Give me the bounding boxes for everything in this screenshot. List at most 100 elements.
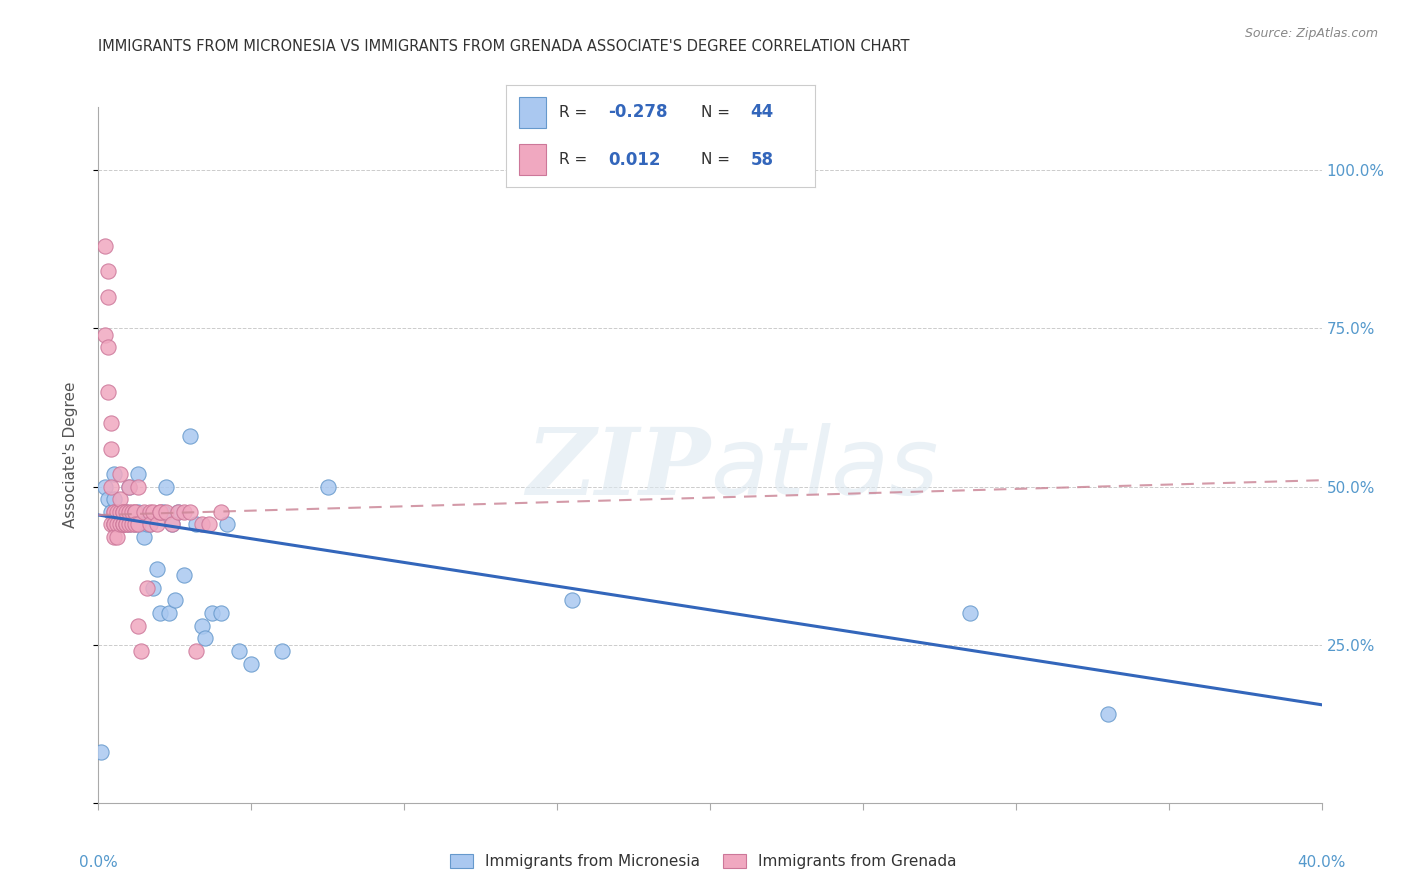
Point bbox=[100, 505, 122, 519]
Point bbox=[115, 517, 138, 532]
Point bbox=[121, 517, 143, 532]
Point bbox=[118, 517, 141, 532]
Point bbox=[127, 467, 149, 481]
Point bbox=[111, 517, 134, 532]
Point bbox=[145, 517, 167, 532]
Point bbox=[97, 290, 120, 304]
Point bbox=[115, 505, 138, 519]
Point bbox=[103, 517, 125, 532]
Point bbox=[103, 517, 125, 532]
Point bbox=[139, 505, 162, 519]
Point bbox=[160, 517, 183, 532]
Point bbox=[108, 467, 131, 481]
Text: 40.0%: 40.0% bbox=[1298, 855, 1346, 870]
Point bbox=[111, 505, 134, 519]
Point bbox=[100, 517, 122, 532]
Point bbox=[191, 517, 214, 532]
Point bbox=[100, 479, 122, 493]
Text: ZIP: ZIP bbox=[526, 424, 710, 514]
Point bbox=[149, 606, 172, 620]
Point bbox=[111, 517, 134, 532]
Point bbox=[173, 568, 195, 582]
Point bbox=[149, 505, 172, 519]
Point bbox=[163, 593, 186, 607]
Point bbox=[215, 517, 238, 532]
Point bbox=[111, 505, 134, 519]
Text: atlas: atlas bbox=[710, 424, 938, 515]
Text: 0.0%: 0.0% bbox=[79, 855, 118, 870]
Point bbox=[124, 505, 146, 519]
Point bbox=[100, 417, 122, 431]
Point bbox=[108, 505, 131, 519]
Point bbox=[108, 517, 131, 532]
Point bbox=[127, 618, 149, 632]
Point bbox=[93, 327, 115, 342]
Point bbox=[121, 505, 143, 519]
Point bbox=[90, 745, 112, 759]
Point bbox=[186, 517, 208, 532]
Point bbox=[127, 517, 149, 532]
Point bbox=[97, 384, 120, 399]
Point bbox=[105, 505, 128, 519]
Point bbox=[142, 505, 165, 519]
Point bbox=[200, 606, 222, 620]
Point bbox=[93, 479, 115, 493]
Point bbox=[118, 517, 141, 532]
Point bbox=[129, 517, 152, 532]
Point bbox=[124, 517, 146, 532]
Text: 0.012: 0.012 bbox=[609, 151, 661, 169]
Point bbox=[316, 479, 339, 493]
Point bbox=[561, 593, 583, 607]
Point bbox=[103, 530, 125, 544]
Point bbox=[115, 517, 138, 532]
Point bbox=[155, 505, 177, 519]
Point bbox=[111, 517, 134, 532]
Point bbox=[97, 492, 120, 507]
FancyBboxPatch shape bbox=[519, 145, 547, 175]
Point bbox=[100, 442, 122, 456]
Point bbox=[139, 517, 162, 532]
Point bbox=[118, 479, 141, 493]
Text: R =: R = bbox=[558, 153, 592, 167]
Point bbox=[103, 467, 125, 481]
Point bbox=[134, 505, 156, 519]
Point bbox=[97, 264, 120, 278]
Point bbox=[142, 581, 165, 595]
Point bbox=[1097, 707, 1119, 722]
Point bbox=[105, 517, 128, 532]
Point bbox=[127, 479, 149, 493]
Text: N =: N = bbox=[702, 105, 735, 120]
Point bbox=[134, 530, 156, 544]
Point bbox=[105, 505, 128, 519]
Point bbox=[149, 505, 172, 519]
Point bbox=[124, 505, 146, 519]
Point bbox=[209, 505, 232, 519]
Point bbox=[157, 606, 180, 620]
Point bbox=[103, 505, 125, 519]
Point bbox=[124, 517, 146, 532]
Point bbox=[108, 517, 131, 532]
Point bbox=[191, 618, 214, 632]
Point bbox=[129, 644, 152, 658]
Point bbox=[108, 492, 131, 507]
Text: R =: R = bbox=[558, 105, 592, 120]
Point bbox=[186, 644, 208, 658]
Point bbox=[194, 632, 217, 646]
Point bbox=[103, 492, 125, 507]
Point bbox=[167, 505, 190, 519]
Point bbox=[152, 505, 174, 519]
Text: N =: N = bbox=[702, 153, 735, 167]
Point bbox=[93, 239, 115, 253]
Point bbox=[118, 505, 141, 519]
Point bbox=[136, 581, 159, 595]
Point bbox=[105, 530, 128, 544]
Point bbox=[270, 644, 292, 658]
Point bbox=[139, 517, 162, 532]
Point bbox=[127, 505, 149, 519]
Point bbox=[240, 657, 263, 671]
Point bbox=[118, 479, 141, 493]
Text: 58: 58 bbox=[751, 151, 773, 169]
Point bbox=[179, 429, 201, 443]
Point bbox=[959, 606, 981, 620]
Text: -0.278: -0.278 bbox=[609, 103, 668, 121]
